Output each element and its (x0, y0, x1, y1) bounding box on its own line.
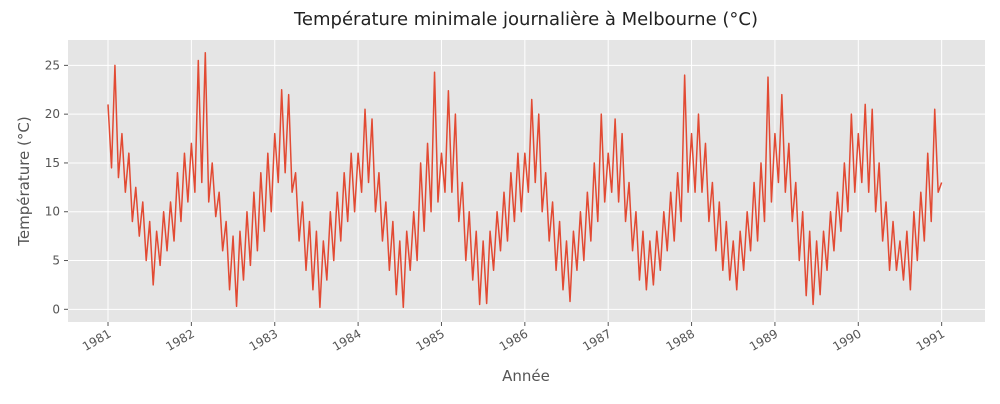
x-tick-label: 1988 (664, 326, 697, 353)
x-tick-label: 1986 (497, 326, 530, 353)
y-tick-label: 15 (45, 156, 60, 170)
y-tick-label: 25 (45, 58, 60, 72)
x-tick-label: 1987 (580, 326, 613, 353)
y-tick-label: 10 (45, 205, 60, 219)
y-tick-label: 20 (45, 107, 60, 121)
data-line (107, 51, 943, 309)
x-tick-label: 1984 (330, 326, 363, 353)
x-tick-label: 1989 (747, 326, 780, 353)
plot-area (68, 40, 985, 322)
x-tick-label: 1990 (830, 326, 863, 353)
x-tick-label: 1982 (163, 326, 196, 353)
x-tick-label: 1991 (914, 326, 947, 353)
y-tick-label: 0 (52, 302, 60, 316)
y-tick-label: 5 (52, 254, 60, 268)
x-tick-label: 1981 (80, 326, 113, 353)
chart-title: Température minimale journalière à Melbo… (293, 9, 758, 30)
x-axis-label: Année (502, 367, 550, 385)
x-tick-label: 1985 (414, 326, 447, 353)
x-tick-label: 1983 (247, 326, 280, 353)
y-axis-label: Température (°C) (15, 116, 33, 246)
